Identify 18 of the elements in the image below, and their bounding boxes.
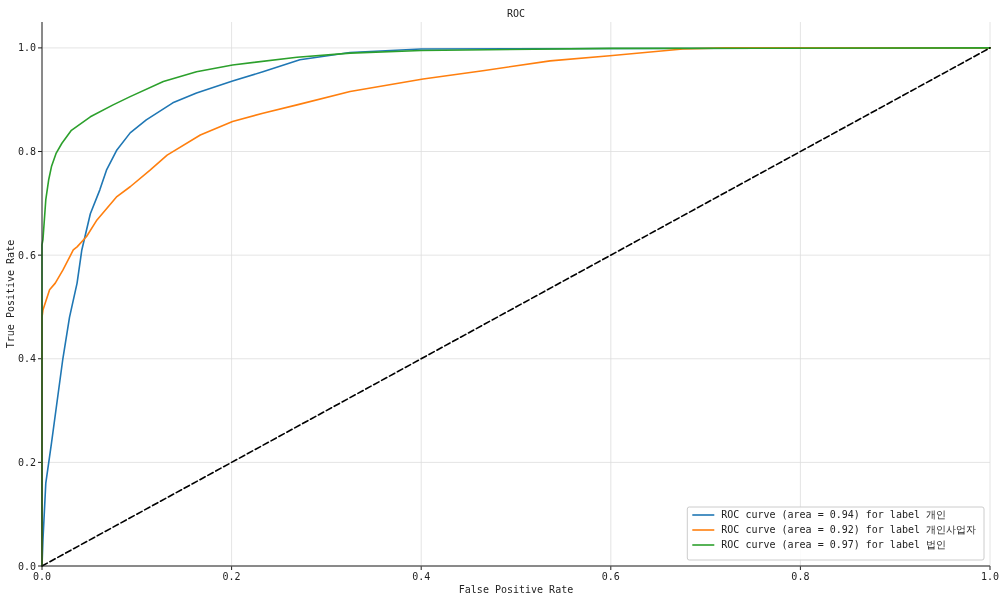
legend-label: ROC curve (area = 0.94) for label 개인 [721, 509, 946, 520]
y-tick-label: 1.0 [17, 42, 36, 54]
x-axis-title: False Positive Rate [458, 584, 574, 595]
legend-label: ROC curve (area = 0.97) for label 법인 [721, 539, 946, 550]
y-tick-label: 0.8 [17, 146, 36, 158]
x-tick-label: 0.6 [601, 571, 620, 582]
y-tick-label: 0.4 [17, 353, 36, 365]
x-tick-label: 0.0 [32, 571, 52, 582]
x-tick-label: 1.0 [980, 571, 1000, 582]
x-tick-label: 0.2 [222, 571, 241, 582]
legend-label: ROC curve (area = 0.92) for label 개인사업자 [721, 524, 976, 535]
y-tick-label: 0.2 [17, 456, 36, 468]
y-tick-label: 0.6 [17, 249, 36, 261]
x-tick-label: 0.8 [791, 571, 810, 582]
chart-title: ROC [506, 8, 526, 19]
y-axis-title: True Positive Rate [5, 239, 16, 349]
y-tick-label: 0.0 [17, 560, 36, 572]
x-tick-label: 0.4 [412, 571, 431, 582]
